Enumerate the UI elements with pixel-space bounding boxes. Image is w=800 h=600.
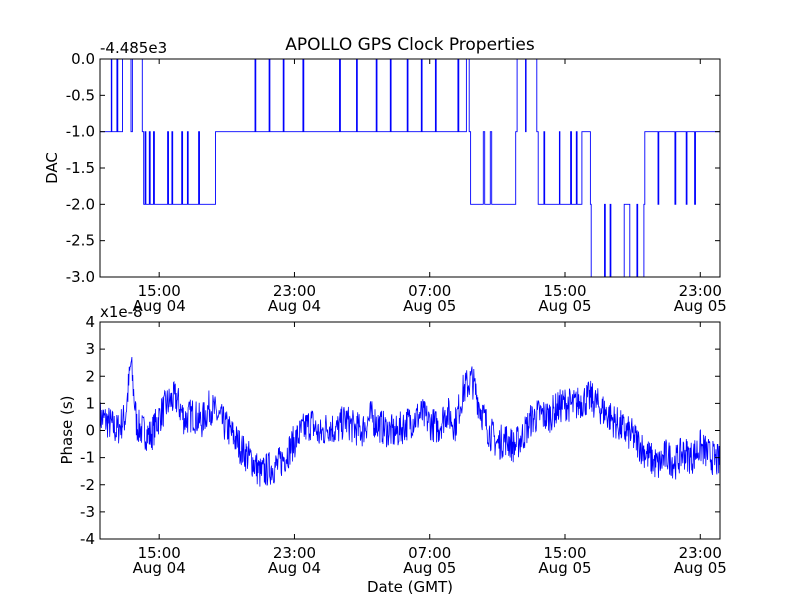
phase-y-axis-label: Phase (s): [58, 395, 76, 464]
x-tick-label-date: Aug 05: [674, 297, 727, 315]
x-tick-label-date: Aug 05: [403, 559, 456, 577]
phase-trace: [99, 356, 721, 487]
x-tick-label-date: Aug 05: [538, 559, 591, 577]
dac-y-ticks: 0.0 -0.5 -1.0 -1.5 -2.0 -2.5 -3.0: [66, 50, 720, 286]
phase-x-axis-label: Date (GMT): [367, 578, 453, 596]
x-tick-label-time: 23:00: [679, 544, 722, 562]
x-tick-label-time: 07:00: [408, 282, 451, 300]
y-tick-label: -2.0: [66, 195, 95, 213]
y-tick-label: -1: [80, 449, 95, 467]
dac-series-line: [100, 58, 720, 278]
x-tick-label-date: Aug 04: [268, 559, 321, 577]
x-tick-label-date: Aug 05: [674, 559, 727, 577]
chart-title: APOLLO GPS Clock Properties: [285, 35, 535, 55]
x-tick-label-time: 15:00: [138, 282, 181, 300]
phase-series-line: [99, 356, 721, 487]
x-tick-label-time: 23:00: [273, 282, 316, 300]
dac-offset-label: -4.485e3: [100, 39, 167, 57]
phase-y-ticks: 4 3 2 1 0 -1 -2 -3 -4: [80, 313, 720, 548]
x-tick-label-time: 23:00: [679, 282, 722, 300]
y-tick-label: -2.5: [66, 232, 95, 250]
y-tick-label: -3.0: [66, 268, 95, 286]
y-tick-label: -4: [80, 530, 95, 548]
x-tick-label-time: 15:00: [543, 282, 586, 300]
y-tick-label: 2: [85, 367, 95, 385]
x-tick-label-time: 15:00: [138, 544, 181, 562]
y-tick-label: 3: [85, 340, 95, 358]
x-tick-label-date: Aug 05: [538, 297, 591, 315]
y-tick-label: -1.0: [66, 123, 95, 141]
phase-offset-label: x1e-8: [100, 303, 143, 321]
y-tick-label: -0.5: [66, 86, 95, 104]
x-tick-label-date: Aug 04: [133, 297, 186, 315]
y-tick-label: 0: [85, 422, 95, 440]
dac-y-axis-label: DAC: [43, 152, 61, 184]
dac-trace: [100, 58, 720, 278]
y-tick-label: 4: [85, 313, 95, 331]
y-tick-label: 0.0: [71, 50, 95, 68]
y-tick-label: 1: [85, 394, 95, 412]
y-tick-label: -3: [80, 503, 95, 521]
x-tick-label-date: Aug 04: [133, 559, 186, 577]
x-tick-label-time: 15:00: [543, 544, 586, 562]
x-tick-label-time: 07:00: [408, 544, 451, 562]
x-tick-label-date: Aug 05: [403, 297, 456, 315]
x-tick-label-time: 23:00: [273, 544, 316, 562]
y-tick-label: -1.5: [66, 159, 95, 177]
y-tick-label: -2: [80, 476, 95, 494]
x-tick-label-date: Aug 04: [268, 297, 321, 315]
